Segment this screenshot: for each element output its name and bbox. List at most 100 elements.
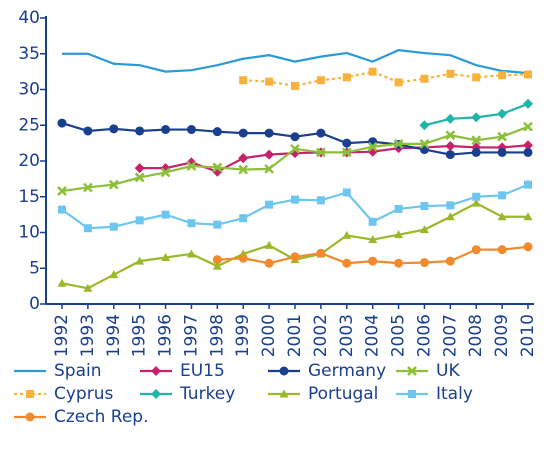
marker	[83, 224, 92, 233]
marker	[279, 366, 289, 376]
marker	[290, 143, 300, 154]
x-tick-label: 2007	[440, 314, 460, 357]
marker	[186, 125, 196, 135]
x-tick-label: 1993	[78, 314, 98, 357]
marker	[497, 212, 507, 221]
legend-label: Germany	[308, 361, 386, 381]
marker	[316, 128, 326, 138]
marker	[523, 212, 533, 221]
marker	[523, 98, 533, 109]
marker	[108, 179, 119, 190]
marker	[187, 219, 196, 228]
marker	[239, 76, 248, 85]
marker	[134, 172, 145, 183]
marker	[57, 118, 67, 128]
marker	[368, 67, 377, 76]
marker	[135, 256, 145, 265]
marker	[497, 131, 507, 142]
marker	[161, 253, 171, 262]
marker	[151, 389, 161, 399]
marker	[341, 147, 352, 158]
marker	[523, 121, 533, 132]
x-tick-label: 1997	[181, 314, 201, 357]
legend-item: Portugal	[268, 384, 378, 404]
marker	[471, 245, 481, 255]
marker	[58, 205, 66, 214]
legend-item: Czech Rep.	[14, 407, 148, 427]
legend-label: Spain	[54, 361, 102, 381]
marker	[238, 164, 249, 175]
y-tick-label: 5	[29, 258, 40, 278]
marker	[264, 163, 274, 174]
marker	[445, 130, 456, 141]
marker	[446, 69, 455, 78]
marker	[264, 149, 275, 160]
legend-item: Turkey	[140, 384, 235, 404]
marker	[238, 253, 248, 263]
marker	[472, 73, 481, 82]
marker	[471, 147, 481, 157]
marker	[264, 258, 274, 268]
marker	[279, 389, 289, 398]
marker	[394, 258, 404, 268]
marker	[290, 252, 300, 262]
marker	[25, 412, 35, 422]
marker	[498, 71, 507, 80]
marker	[368, 217, 377, 226]
legend-label: EU15	[180, 361, 225, 381]
legend-label: Portugal	[308, 384, 378, 404]
marker	[57, 278, 67, 287]
marker	[445, 212, 455, 221]
marker	[367, 141, 378, 152]
marker	[212, 261, 222, 270]
x-tick-label: 1992	[52, 314, 72, 357]
marker	[393, 138, 404, 149]
marker	[472, 192, 481, 201]
marker	[446, 201, 455, 210]
legend-item: Cyprus	[14, 384, 113, 404]
series-line	[243, 70, 529, 88]
marker	[497, 108, 508, 119]
marker	[212, 162, 223, 173]
marker	[419, 120, 430, 131]
marker	[186, 161, 197, 171]
marker	[238, 153, 249, 164]
marker	[57, 186, 67, 196]
marker	[342, 258, 352, 268]
marker	[238, 128, 248, 138]
marker	[83, 182, 93, 193]
marker	[316, 248, 326, 258]
marker	[471, 198, 481, 207]
legend-label: UK	[436, 361, 460, 381]
marker	[342, 73, 351, 82]
marker	[239, 214, 248, 223]
marker	[419, 258, 429, 268]
marker	[524, 180, 532, 189]
marker	[264, 240, 274, 249]
marker	[523, 242, 533, 252]
marker	[135, 216, 144, 225]
x-tick-label: 1994	[104, 314, 124, 357]
marker	[445, 113, 456, 124]
marker	[394, 230, 404, 239]
marker	[212, 255, 222, 265]
marker	[212, 127, 222, 137]
x-tick-label: 2005	[389, 314, 409, 357]
marker	[134, 163, 145, 174]
marker	[419, 138, 430, 149]
legend-item: Spain	[14, 361, 102, 381]
marker	[342, 138, 352, 148]
marker	[407, 366, 417, 376]
x-tick-label: 2001	[285, 314, 305, 357]
marker	[291, 195, 299, 204]
marker	[109, 222, 118, 231]
marker	[160, 167, 171, 178]
legend-item: Italy	[396, 384, 473, 404]
marker	[368, 235, 378, 244]
x-tick-label: 2010	[518, 314, 538, 357]
marker	[161, 125, 171, 135]
y-tick-label: 10	[18, 223, 40, 243]
x-tick-label: 1999	[233, 314, 253, 357]
marker	[394, 78, 403, 87]
